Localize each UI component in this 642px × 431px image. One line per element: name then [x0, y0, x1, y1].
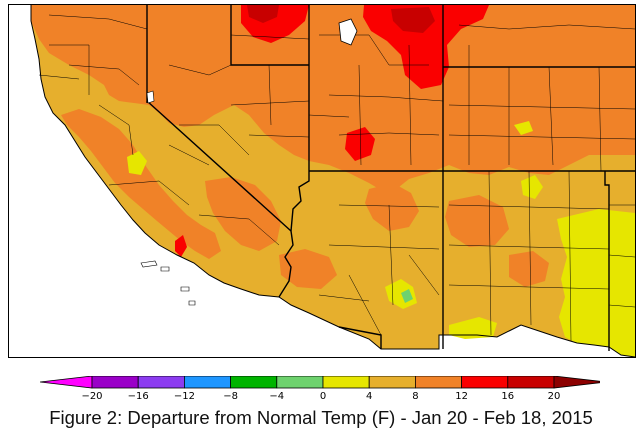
departure-16-20-areas [247, 5, 435, 33]
legend-bin [137, 376, 185, 389]
legend-tick-label: −16 [128, 391, 149, 402]
legend-tick-label: −12 [174, 391, 195, 402]
departure-0-4-areas [127, 121, 635, 357]
lake-tahoe [146, 90, 155, 104]
legend-bin [276, 376, 324, 389]
legend-bin [461, 376, 509, 389]
departure-8-12-areas [31, 5, 635, 289]
legend-bin [507, 376, 555, 389]
color-legend: −20 −16 −12 −8 −4 0 4 8 12 16 20 [40, 376, 600, 402]
figure-caption: Figure 2: Departure from Normal Temp (F)… [49, 407, 593, 428]
legend-tick-label: 16 [501, 391, 514, 402]
channel-islands [140, 260, 196, 306]
legend-tick-label: −4 [269, 391, 284, 402]
legend-tick-label: −20 [81, 391, 102, 402]
temperature-departure-map [8, 4, 636, 358]
legend-tick-label: 8 [412, 391, 418, 402]
legend-tick-label: 0 [320, 391, 326, 402]
legend-tick-label: 4 [366, 391, 372, 402]
legend-bin [322, 376, 370, 389]
legend-tick-label: 12 [455, 391, 468, 402]
legend-bin [40, 376, 93, 389]
legend-bin [368, 376, 416, 389]
legend-tick-label: −8 [223, 391, 238, 402]
map-canvas [9, 5, 635, 357]
departure-minus4-0-areas [401, 289, 413, 303]
legend-bin [553, 376, 600, 389]
county-boundaries [38, 14, 635, 342]
legend-bin [414, 376, 462, 389]
legend-bin [91, 376, 139, 389]
legend-bin [230, 376, 278, 389]
legend-tick-label: 20 [548, 391, 561, 402]
coastline [30, 5, 635, 357]
legend-bin [183, 376, 231, 389]
great-salt-lake [338, 18, 358, 46]
